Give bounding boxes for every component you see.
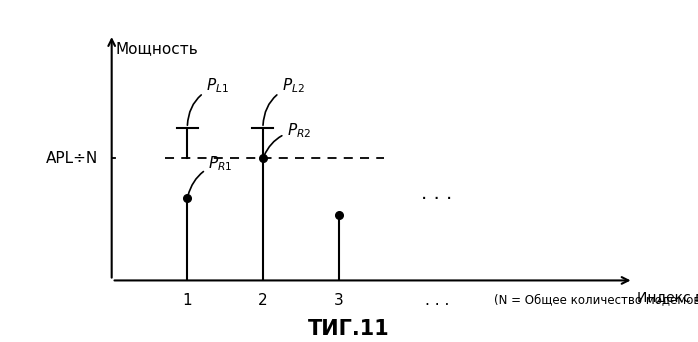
Text: 1: 1: [182, 293, 192, 308]
Text: $P_{L1}$: $P_{L1}$: [187, 77, 229, 125]
Text: . . .: . . .: [424, 293, 449, 308]
Text: $P_{L2}$: $P_{L2}$: [263, 77, 304, 125]
Text: Индекс модема (i): Индекс модема (i): [637, 290, 698, 304]
Text: $P_{R2}$: $P_{R2}$: [264, 121, 311, 156]
Text: Мощность: Мощность: [115, 42, 198, 56]
Text: $P_{R1}$: $P_{R1}$: [188, 154, 233, 196]
Text: 3: 3: [334, 293, 343, 308]
Text: 2: 2: [258, 293, 268, 308]
Text: APL÷N: APL÷N: [46, 151, 98, 166]
Text: . . .: . . .: [421, 184, 452, 203]
Text: ΤИГ.11: ΤИГ.11: [308, 319, 390, 339]
Text: (N = Общее количество модемов): (N = Общее количество модемов): [493, 293, 698, 306]
